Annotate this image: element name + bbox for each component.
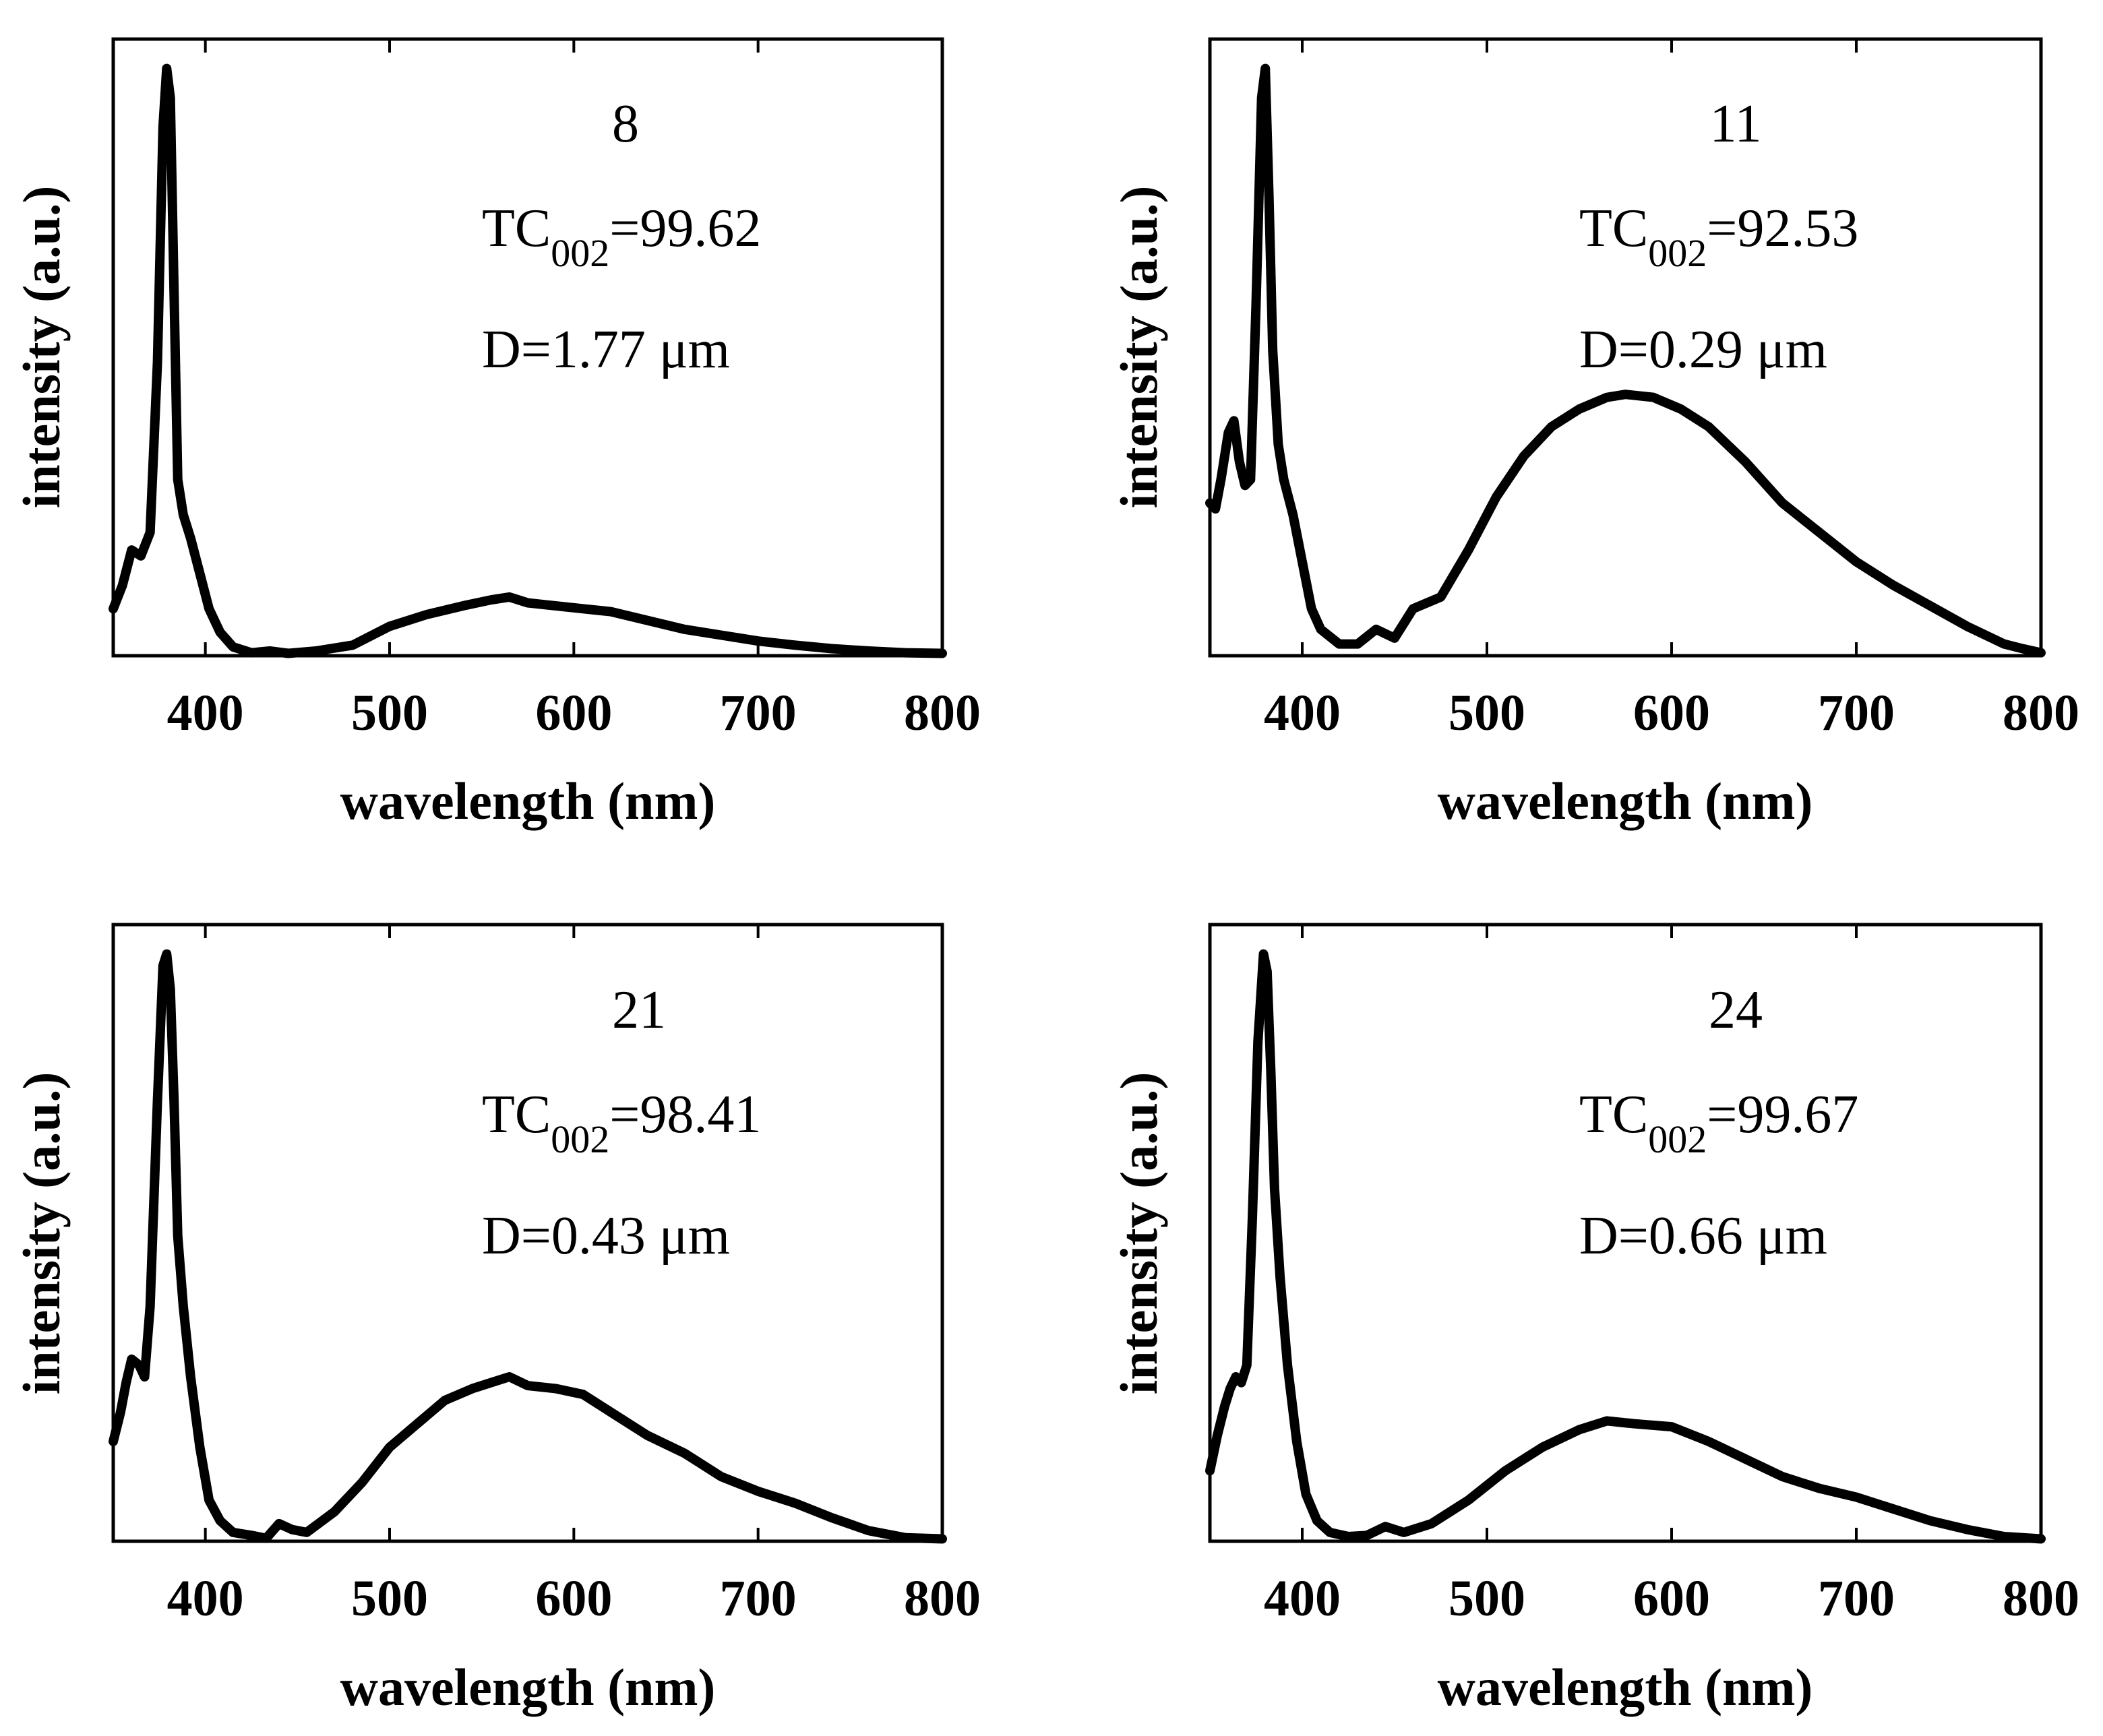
spectrum-line-sample-11 [1205,63,2046,658]
x-tick-label-700: 700 [1818,685,1895,741]
tc-value: =98.41 [609,1085,761,1144]
sample-label: 21 [612,981,666,1040]
tc-annotation: TC002=99.67 [1579,1085,1858,1161]
x-tick-label-400: 400 [1264,685,1341,741]
x-tick-label-500: 500 [351,685,428,741]
x-tick-label-400: 400 [167,685,244,741]
x-tick-label-700: 700 [720,1570,797,1627]
tc-value: =99.67 [1707,1085,1858,1144]
x-tick-label-700: 700 [720,685,797,741]
sample-label: 11 [1709,94,1761,154]
grain-size-label: D=0.66 μm [1579,1206,1827,1266]
sample-label: 24 [1709,981,1763,1040]
tc-annotation: TC002=99.62 [482,199,761,275]
x-ticks: 400 500 600 700 800 [1264,925,2079,1627]
plot-frame [111,923,944,1543]
tc-subscript: 002 [1648,1117,1707,1161]
plot-frame [1208,923,2043,1543]
tc-annotation: TC002=98.41 [482,1085,761,1161]
x-tick-label-600: 600 [535,685,612,741]
tc-annotation: TC002=92.53 [1579,199,1858,275]
grain-size-label: D=0.29 μm [1579,320,1827,379]
panel-sample-11: 400 500 600 700 800 11 TC002=92.53 D=0.29 μm… [1109,37,2079,830]
x-ticks: 400 500 600 700 800 [167,39,981,741]
y-axis-label: intensity (a.u.) [12,1072,71,1395]
x-tick-label-500: 500 [1449,1570,1525,1627]
x-axis-label: wavelength (nm) [340,1658,716,1716]
x-axis-label: wavelength (nm) [1438,772,1813,830]
tc-prefix: TC [1579,199,1648,258]
x-tick-label-800: 800 [2003,1570,2079,1627]
x-tick-label-700: 700 [1818,1570,1895,1627]
x-tick-label-400: 400 [167,1570,244,1627]
plot-frame [1208,37,2043,658]
x-tick-label-800: 800 [904,1570,981,1627]
x-axis-label: wavelength (nm) [340,772,716,830]
x-tick-label-800: 800 [2003,685,2079,741]
plot-frame [111,37,944,658]
x-ticks: 400 500 600 700 800 [1264,39,2079,741]
spectrum-line-sample-24 [1205,949,2046,1544]
grain-size-label: D=1.77 μm [482,320,730,379]
tc-prefix: TC [482,1085,551,1144]
x-tick-label-600: 600 [1633,685,1710,741]
x-tick-label-500: 500 [1449,685,1525,741]
panel-sample-24: 400 500 600 700 800 24 TC002=99.67 D=0.66 μm… [1109,923,2079,1716]
tc-value: =92.53 [1707,199,1858,258]
sample-label: 8 [612,94,639,154]
tc-subscript: 002 [1648,231,1707,275]
x-tick-label-600: 600 [1633,1570,1710,1627]
x-tick-label-600: 600 [535,1570,612,1627]
x-tick-label-400: 400 [1264,1570,1341,1627]
x-tick-label-500: 500 [351,1570,428,1627]
tc-subscript: 002 [551,1117,609,1161]
panel-sample-21: 400 500 600 700 800 21 TC002=98.41 D=0.43 μm… [12,923,981,1716]
spectrum-line-sample-21 [109,949,947,1544]
tc-value: =99.62 [609,199,761,258]
y-axis-label: intensity (a.u.) [1109,186,1168,509]
y-axis-label: intensity (a.u.) [12,186,71,509]
panel-sample-8: 400 500 600 700 800 8 TC002=99.62 D=1.77 μm … [12,37,981,830]
y-axis-label: intensity (a.u.) [1109,1072,1168,1395]
x-ticks: 400 500 600 700 800 [167,925,981,1627]
spectrum-line-sample-8 [109,63,947,658]
tc-subscript: 002 [551,231,609,275]
tc-prefix: TC [1579,1085,1648,1144]
x-tick-label-800: 800 [904,685,981,741]
grain-size-label: D=0.43 μm [482,1206,730,1266]
x-axis-label: wavelength (nm) [1438,1658,1813,1716]
tc-prefix: TC [482,199,551,258]
